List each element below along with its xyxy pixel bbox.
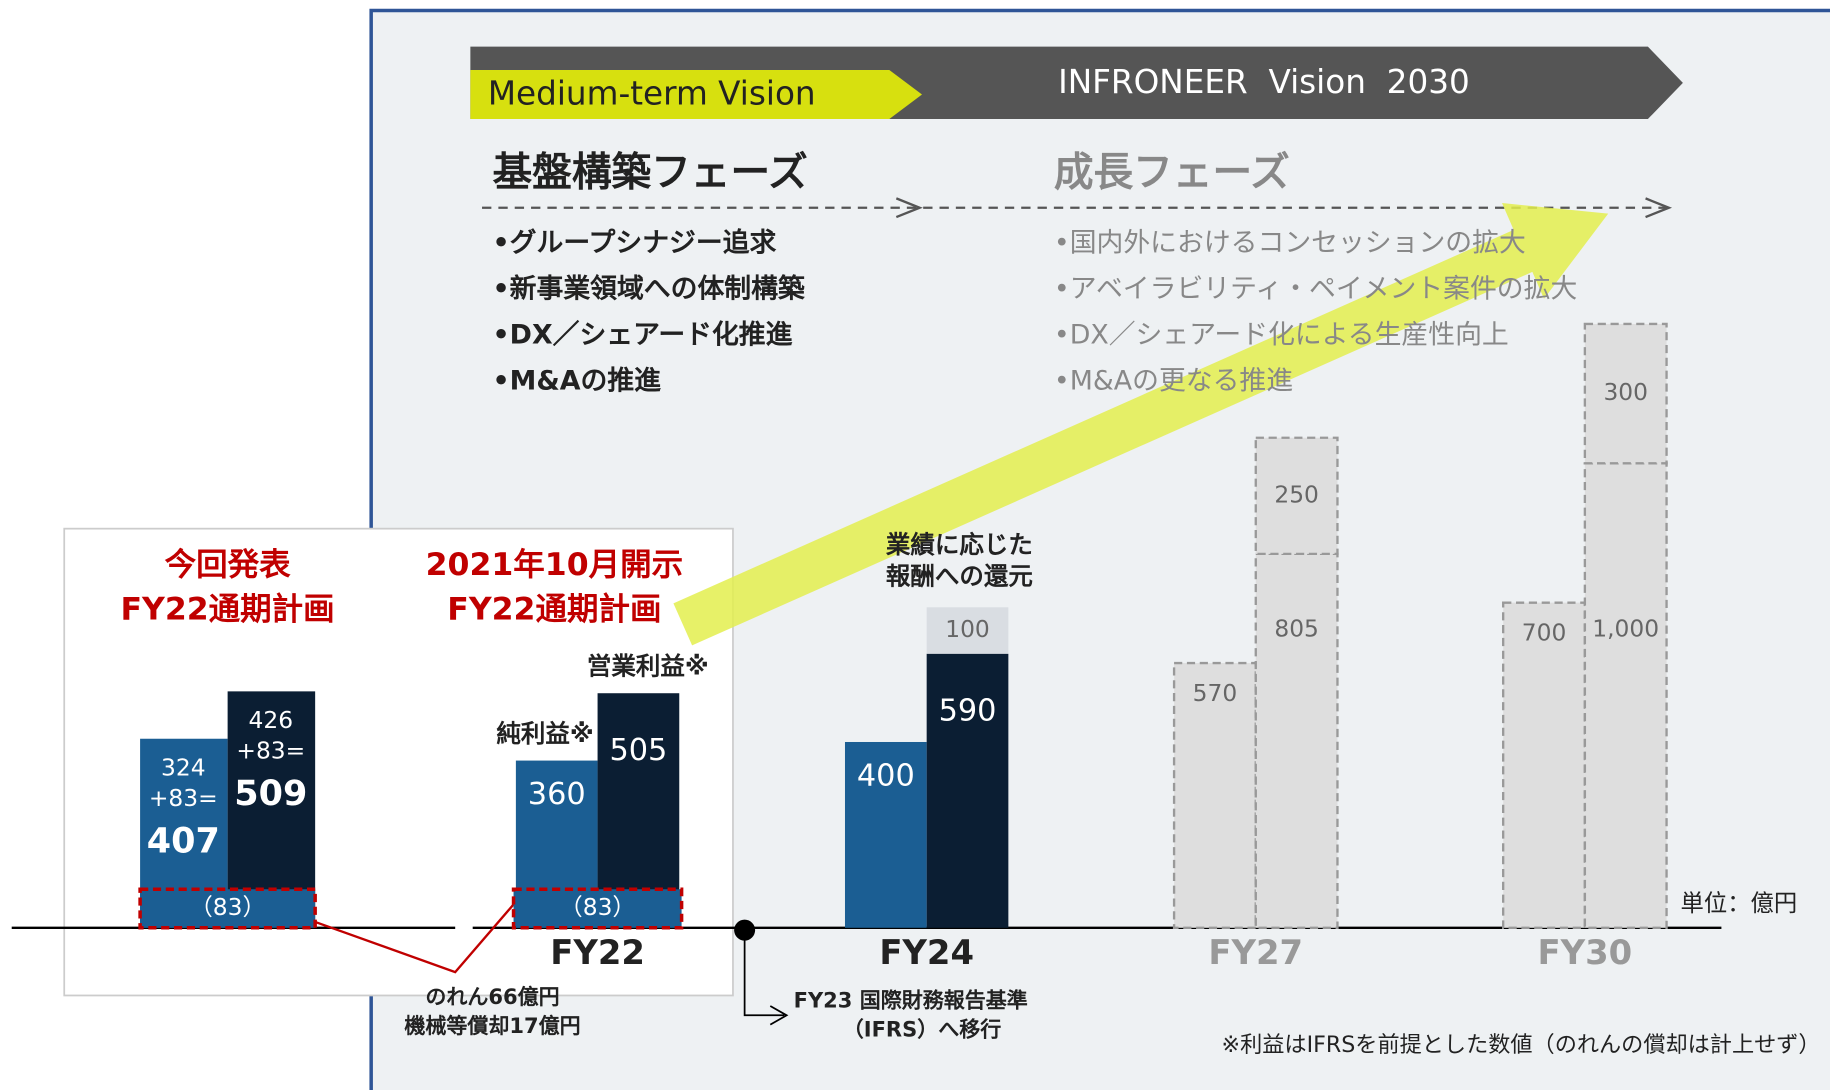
phase-item: •DX／シェアード化推進	[493, 320, 793, 351]
bar-label: 1,000	[1592, 615, 1659, 643]
bar-label: 505	[609, 733, 667, 768]
panel-title: 今回発表	[165, 546, 292, 583]
bar-label: +83=	[236, 737, 305, 765]
phase-item: •M&Aの更なる推進	[1054, 366, 1293, 397]
bar-label: 805	[1274, 615, 1319, 643]
panel-title: FY22通期計画	[447, 590, 661, 627]
bar-segment	[926, 607, 1009, 654]
medium-term-arrow	[470, 70, 923, 120]
bar-label: +83=	[149, 784, 218, 812]
ifrs-dot	[734, 919, 756, 941]
bar-segment	[1583, 322, 1668, 465]
vision-current: Medium-term Vision	[488, 75, 816, 113]
phase-item: •アベイラビリティ・ペイメント案件の拡大	[1054, 274, 1577, 305]
bar-label: 400	[857, 759, 915, 794]
bar	[1502, 601, 1587, 929]
phase-item: •M&Aの推進	[493, 366, 662, 397]
bar-label: 570	[1193, 679, 1238, 707]
bar-label: 426	[249, 706, 294, 734]
base-label: （83）	[189, 893, 265, 921]
phase-arrowhead	[1645, 197, 1673, 219]
bar-label: 700	[1522, 619, 1567, 647]
vision-target: INFRONEER Vision 2030	[1058, 63, 1470, 101]
phase-item: •新事業領域への体制構築	[493, 273, 805, 305]
x-tick-label: FY30	[1538, 933, 1633, 972]
panel-title: FY22通期計画	[121, 590, 335, 627]
x-tick-label: FY24	[879, 933, 974, 972]
bar-label: 407	[147, 822, 220, 862]
base-band	[511, 887, 684, 930]
phase-title: 成長フェーズ	[1054, 150, 1290, 196]
series-name: 純利益※	[496, 719, 593, 748]
bar-label: 100	[945, 615, 990, 643]
bar-label: 360	[528, 777, 586, 812]
phase-item: •グループシナジー追求	[493, 226, 777, 258]
footnote: ※利益はIFRSを前提とした数値（のれんの償却は計上せず）	[1222, 1032, 1821, 1058]
annotation: 報酬への還元	[886, 562, 1033, 591]
bar-segment	[1254, 436, 1339, 556]
bar-label: 250	[1274, 480, 1319, 508]
annotation: 機械等償却17億円	[404, 1014, 580, 1038]
bar	[926, 653, 1009, 928]
bar	[1583, 462, 1668, 929]
phase-arrowhead	[895, 197, 923, 219]
callout-line	[314, 903, 515, 974]
ifrs-arrowhead	[769, 1005, 789, 1026]
annotation: のれん66億円	[425, 985, 559, 1009]
ifrs-line	[743, 930, 785, 1017]
bar-label: 324	[161, 754, 206, 782]
unit-label: 単位：億円	[1681, 889, 1798, 917]
bar-label: 590	[939, 694, 997, 729]
base-band	[138, 887, 317, 930]
phase-item: •DX／シェアード化による生産性向上	[1054, 320, 1509, 351]
bar	[1172, 661, 1257, 929]
phase-title: 基盤構築フェーズ	[493, 150, 808, 196]
annotation: 業績に応じた	[886, 530, 1033, 559]
series-name: 営業利益※	[587, 652, 709, 681]
phase-item: •国内外におけるコンセッションの拡大	[1054, 227, 1526, 258]
bar	[1254, 552, 1339, 929]
bar-label: 509	[234, 774, 307, 814]
bar-label: 300	[1603, 378, 1648, 406]
panel-title: 2021年10月開示	[426, 547, 684, 583]
annotation: FY23 国際財務報告基準	[794, 988, 1028, 1012]
base-label: （83）	[559, 893, 635, 921]
x-tick-label: FY22	[550, 933, 645, 972]
x-tick-label: FY27	[1208, 933, 1303, 972]
growth-arrow	[673, 203, 1609, 646]
bar	[844, 741, 927, 928]
annotation: （IFRS）へ移行	[843, 1017, 1001, 1041]
